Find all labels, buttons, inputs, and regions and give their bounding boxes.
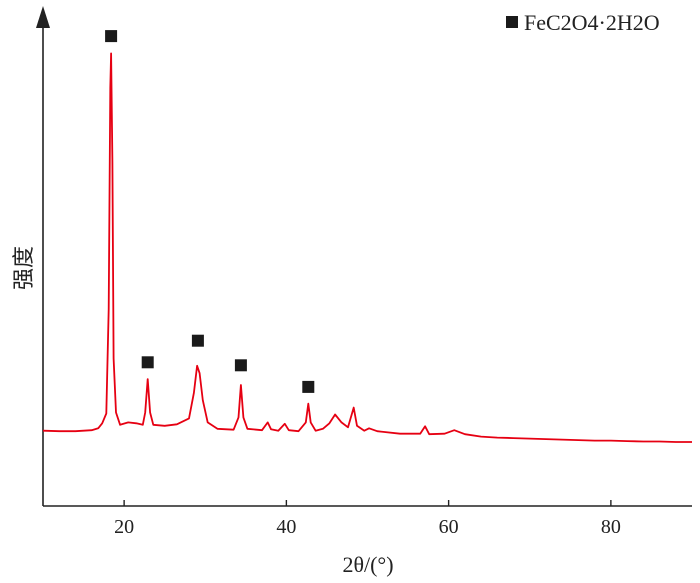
peak-marker-2: [141, 356, 154, 369]
peak-marker-4: [234, 359, 247, 372]
peak-markers: [105, 30, 315, 393]
legend-marker: [506, 16, 518, 28]
x-ticks: 20 40 60 80: [114, 500, 621, 538]
series-group: [42, 52, 692, 443]
x-tick-label-20: 20: [114, 516, 134, 538]
y-axis-title: 强度: [11, 246, 36, 290]
x-tick-label-60: 60: [439, 516, 459, 538]
axes: [36, 6, 692, 507]
peak-marker-3: [191, 334, 204, 347]
x-axis-title: 2θ/(°): [342, 552, 393, 577]
xrd-series-line: [42, 52, 692, 443]
y-axis-arrow: [36, 6, 50, 28]
x-tick-label-40: 40: [276, 516, 296, 538]
peak-marker-5: [302, 380, 315, 393]
legend-label: FeC2O4·2H2O: [524, 10, 660, 35]
legend: FeC2O4·2H2O: [506, 10, 660, 35]
peak-marker-1: [105, 30, 118, 43]
x-tick-label-80: 80: [601, 516, 621, 538]
